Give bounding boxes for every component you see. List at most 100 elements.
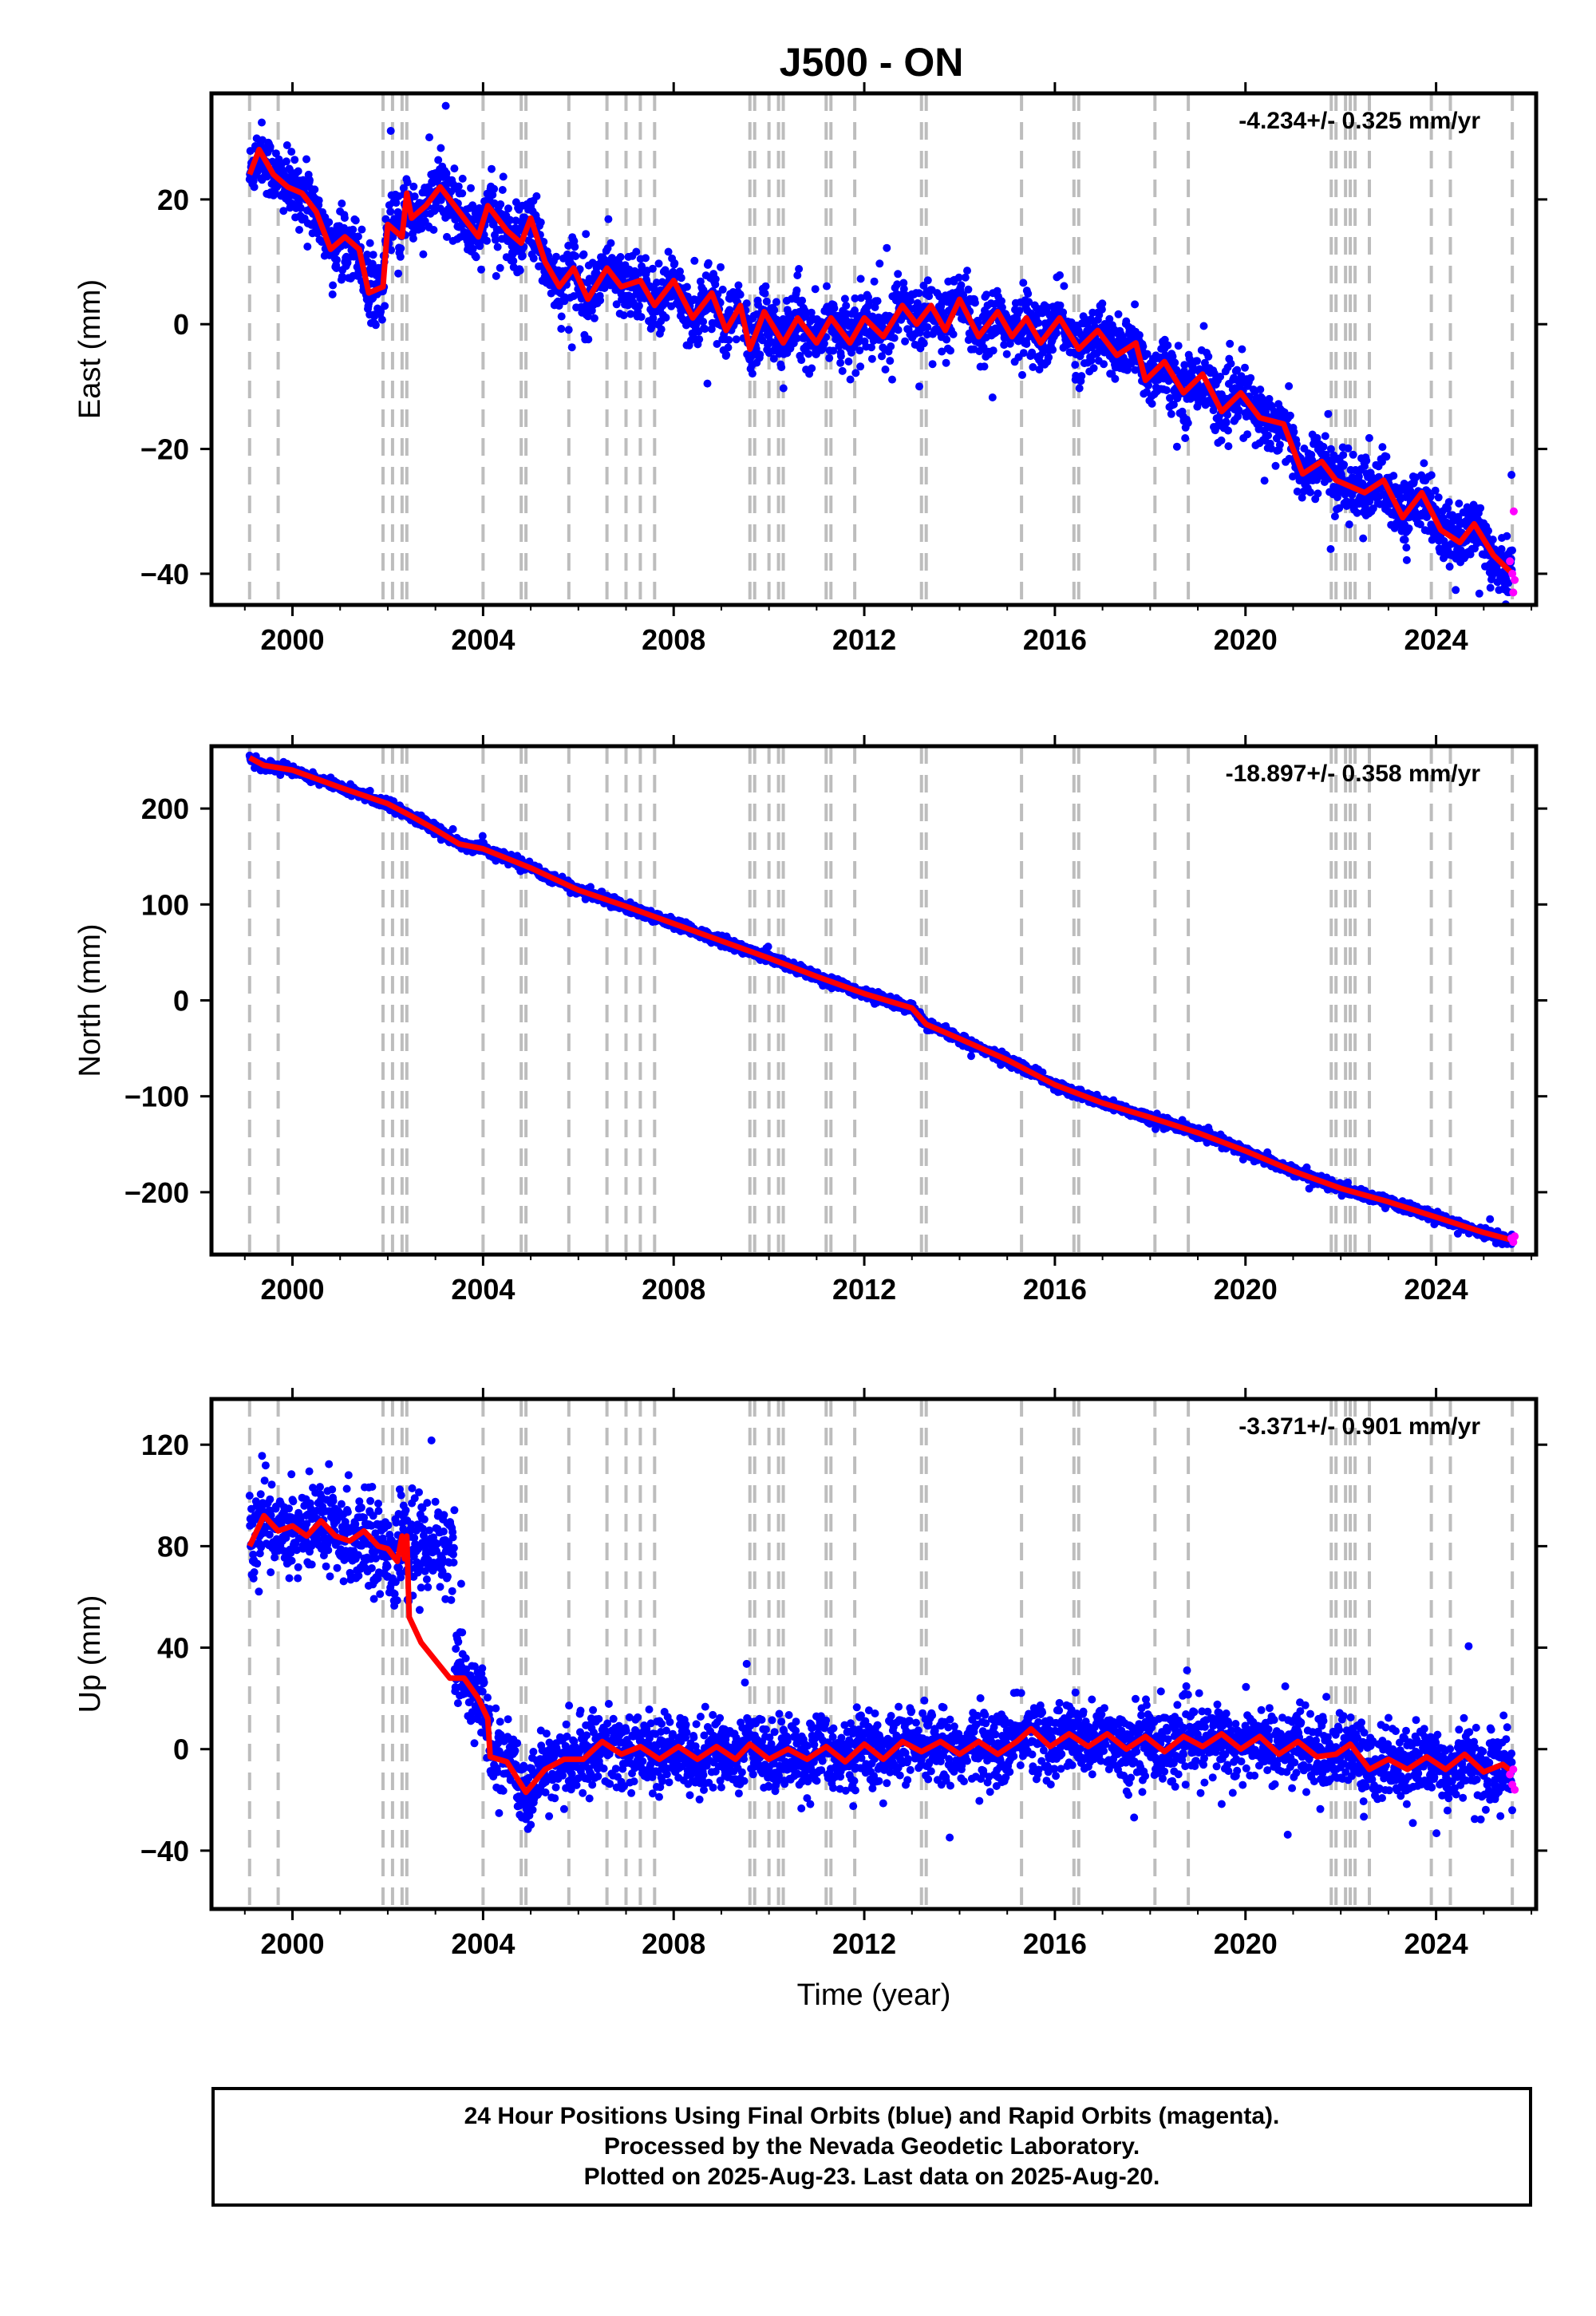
x-tick-label: 2016	[1023, 623, 1087, 656]
rapid-point	[1511, 575, 1519, 584]
data-point	[1019, 279, 1028, 287]
data-point	[779, 384, 788, 393]
data-point	[343, 259, 352, 267]
data-point	[1053, 329, 1061, 338]
data-point	[1139, 342, 1148, 351]
data-point	[1224, 426, 1232, 435]
data-point	[506, 215, 515, 224]
data-point	[1024, 290, 1033, 298]
data-point	[1181, 434, 1190, 442]
data-point	[923, 276, 932, 285]
data-point	[1335, 504, 1344, 512]
data-point	[1071, 361, 1080, 370]
data-point	[1293, 487, 1302, 496]
data-point	[1290, 428, 1298, 437]
data-point	[906, 296, 915, 305]
data-point	[922, 330, 931, 339]
data-point	[677, 274, 685, 283]
data-point	[734, 281, 743, 290]
data-point	[1423, 513, 1431, 521]
data-point	[1045, 353, 1053, 362]
data-point	[717, 263, 725, 271]
data-point	[1285, 381, 1294, 390]
data-point	[441, 101, 450, 110]
data-point	[836, 352, 845, 361]
data-point	[857, 294, 865, 302]
data-point	[954, 273, 963, 282]
data-point	[1475, 589, 1483, 598]
data-point	[1484, 527, 1492, 536]
data-point	[354, 232, 362, 241]
data-point	[1402, 555, 1411, 564]
data-point	[1326, 545, 1335, 553]
data-point	[516, 266, 524, 275]
data-point	[1056, 301, 1065, 310]
data-point	[1406, 487, 1415, 495]
data-point	[1389, 472, 1398, 480]
data-point	[838, 366, 847, 375]
x-tick-label: 2008	[642, 623, 705, 656]
data-point	[1180, 361, 1189, 370]
data-point	[333, 255, 341, 264]
data-point	[386, 127, 395, 135]
data-point	[961, 273, 970, 282]
data-point	[557, 325, 566, 333]
data-point	[1444, 498, 1453, 507]
data-point	[758, 336, 767, 345]
data-point	[329, 281, 338, 290]
data-point	[1089, 364, 1098, 373]
data-point	[724, 343, 733, 352]
data-point	[798, 296, 807, 305]
data-point	[662, 314, 670, 322]
data-point	[1404, 524, 1413, 533]
data-point	[518, 251, 527, 260]
data-point	[328, 290, 337, 298]
data-point	[340, 214, 349, 222]
data-point	[434, 156, 443, 164]
data-point	[409, 182, 418, 191]
data-point	[381, 302, 389, 310]
data-point	[365, 239, 374, 247]
y-tick-label: −20	[140, 433, 189, 466]
data-point	[371, 321, 380, 330]
data-point	[899, 279, 908, 287]
data-point	[596, 296, 605, 305]
data-point	[870, 277, 879, 286]
data-point	[1497, 545, 1506, 553]
data-point	[1258, 394, 1266, 403]
data-point	[1504, 579, 1513, 587]
data-point	[856, 275, 865, 283]
data-point	[1344, 444, 1353, 453]
data-point	[458, 189, 467, 198]
data-point	[1339, 451, 1348, 460]
data-point	[637, 313, 646, 322]
data-point	[583, 312, 592, 321]
data-point	[795, 265, 804, 273]
data-point	[303, 243, 312, 251]
data-point	[682, 283, 691, 291]
data-point	[801, 312, 810, 321]
data-point	[1035, 366, 1044, 373]
data-point	[1353, 508, 1361, 517]
data-point	[867, 354, 876, 363]
data-point	[1217, 436, 1226, 445]
data-point	[477, 265, 485, 274]
data-point	[851, 369, 860, 377]
data-point	[1171, 358, 1179, 367]
data-point	[1340, 460, 1349, 469]
data-point	[1019, 349, 1028, 358]
data-point	[1507, 471, 1516, 479]
data-point	[294, 167, 302, 176]
data-point	[290, 156, 299, 164]
data-point	[1369, 504, 1377, 513]
data-point	[829, 346, 838, 355]
data-point	[871, 303, 879, 311]
data-point	[1264, 431, 1273, 440]
data-point	[1241, 363, 1249, 372]
data-point	[1162, 386, 1171, 394]
data-point	[865, 298, 874, 306]
data-point	[1455, 499, 1464, 508]
chart-title: J500 - ON	[780, 40, 964, 85]
rapid-point	[1508, 569, 1517, 578]
data-point	[713, 340, 721, 348]
